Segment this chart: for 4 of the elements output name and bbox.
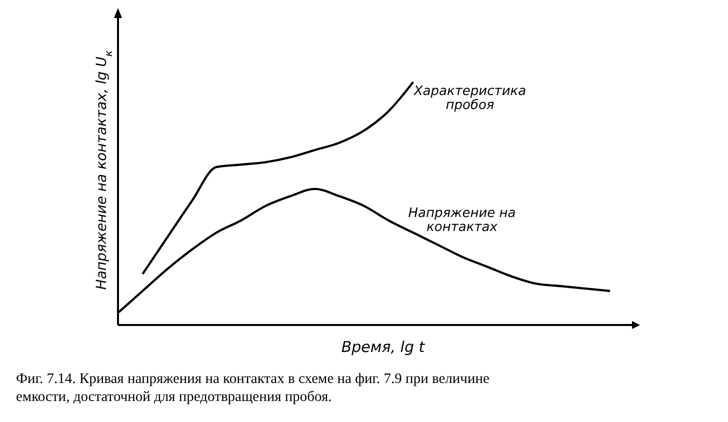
series-label: Характеристика пробоя <box>412 84 526 113</box>
series-label: Напряжение на контактах <box>408 206 516 235</box>
x-axis-title: Время, lg t <box>341 338 426 356</box>
text: Фиг. 7.14. Кривая напряжения на контактах в схеме на фиг. 7.9 при величине емкости, достаточной для предотвращения пробоя. <box>16 371 490 405</box>
